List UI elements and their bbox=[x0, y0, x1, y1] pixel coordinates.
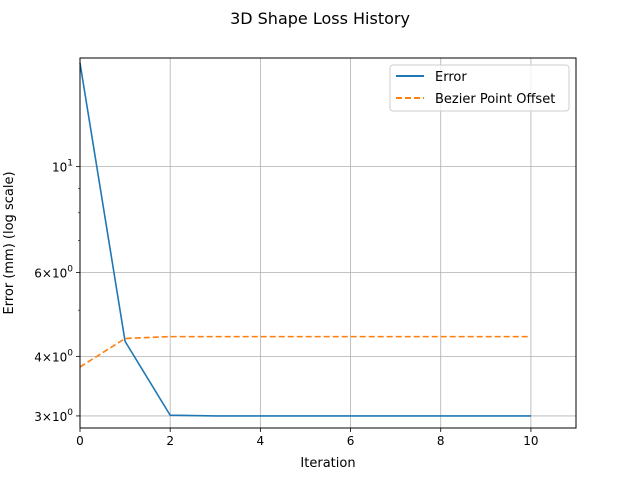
x-tick-label: 10 bbox=[523, 434, 538, 448]
chart-title: 3D Shape Loss History bbox=[230, 9, 410, 28]
y-tick-base: 6×10 bbox=[34, 266, 67, 280]
series-layer bbox=[79, 62, 531, 417]
y-tick-exponent: 1 bbox=[67, 159, 73, 169]
legend: Error Bezier Point Offset bbox=[389, 64, 570, 112]
y-tick-base: 4×10 bbox=[34, 350, 67, 364]
y-tick-label: 3×100 bbox=[34, 408, 73, 424]
x-tick-label: 4 bbox=[257, 434, 265, 448]
x-tick-label: 0 bbox=[76, 434, 84, 448]
y-tick-exponent: 0 bbox=[67, 348, 73, 358]
series-line-bezier-point-offset bbox=[79, 335, 531, 368]
x-axis: 0 2 4 6 8 10 bbox=[76, 428, 539, 448]
plot-frame bbox=[79, 57, 577, 429]
x-tick-label: 8 bbox=[437, 434, 445, 448]
y-tick-label: 4×100 bbox=[34, 348, 73, 364]
legend-box bbox=[389, 64, 570, 112]
x-axis-label: Iteration bbox=[300, 456, 355, 471]
y-tick-label: 6×100 bbox=[34, 264, 73, 280]
x-tick-label: 2 bbox=[166, 434, 174, 448]
plot-area bbox=[80, 58, 576, 428]
y-tick-base: 3×10 bbox=[34, 410, 67, 424]
legend-label-bezier: Bezier Point Offset bbox=[435, 92, 555, 107]
y-axis-label: Error (mm) (log scale) bbox=[2, 171, 17, 314]
y-tick-base: 10 bbox=[52, 161, 67, 175]
series-line-error bbox=[79, 62, 531, 417]
y-tick-exponent: 0 bbox=[67, 264, 73, 274]
y-tick-exponent: 0 bbox=[67, 408, 73, 418]
legend-label-error: Error bbox=[435, 70, 467, 85]
y-tick-label: 101 bbox=[52, 159, 73, 175]
x-tick-label: 6 bbox=[347, 434, 355, 448]
